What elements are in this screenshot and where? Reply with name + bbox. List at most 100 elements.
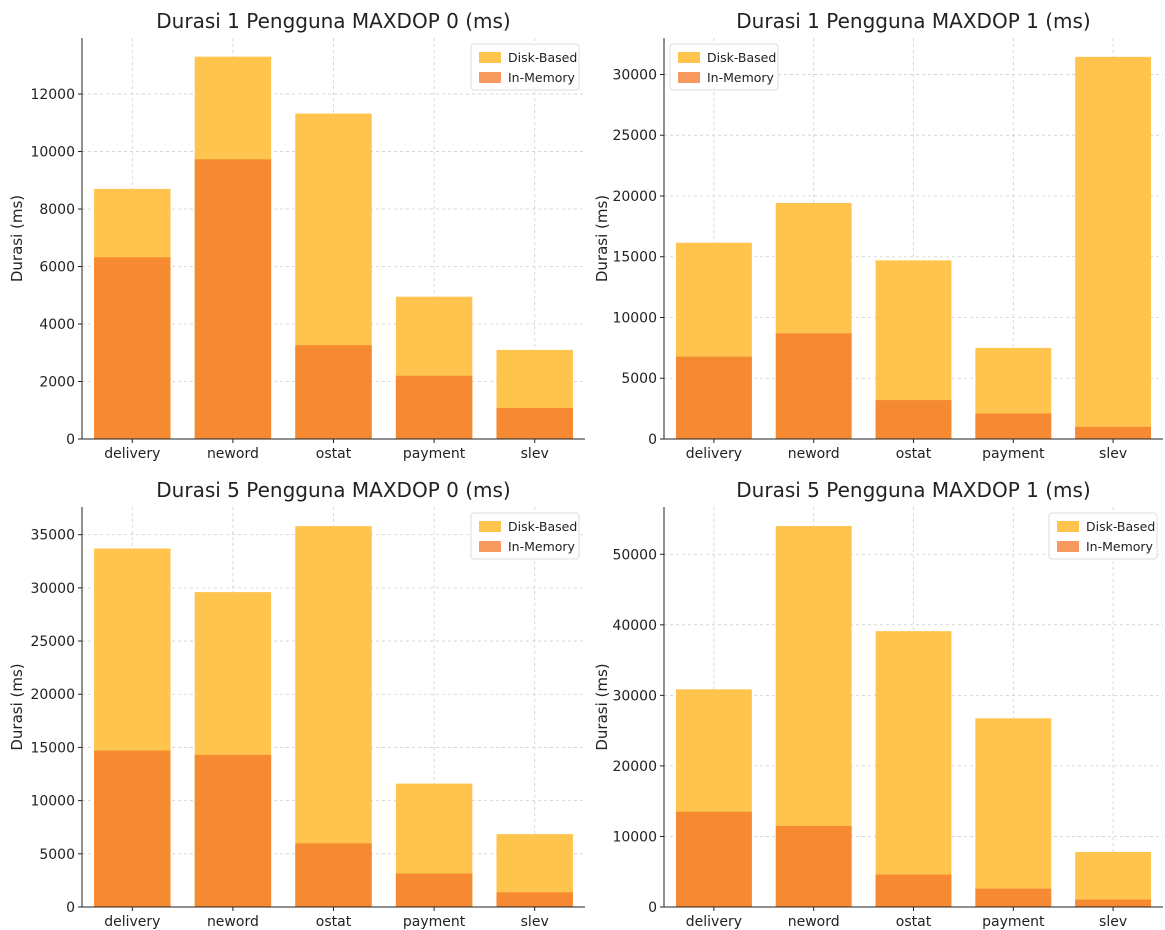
y-tick-label: 0 — [648, 900, 657, 916]
x-tick-label: ostat — [896, 446, 932, 462]
y-tick-label: 15000 — [612, 250, 657, 266]
y-tick-label: 20000 — [30, 687, 75, 703]
x-tick-label: payment — [982, 914, 1045, 930]
y-tick-label: 5000 — [39, 847, 75, 863]
legend-swatch-in-memory — [479, 72, 501, 83]
bar-disk-based-payment — [975, 718, 1052, 907]
bar-in-memory-payment — [975, 413, 1052, 439]
x-tick-label: slev — [521, 914, 549, 930]
bar-in-memory-ostat — [295, 345, 372, 439]
y-tick-label: 10000 — [30, 145, 75, 161]
x-tick-label: slev — [521, 446, 549, 462]
x-tick-label: neword — [788, 446, 840, 462]
bar-in-memory-delivery — [675, 811, 752, 907]
chart-title: Durasi 5 Pengguna MAXDOP 1 (ms) — [736, 478, 1090, 502]
legend-swatch-in-memory — [1057, 541, 1079, 552]
x-tick-label: payment — [403, 914, 466, 930]
bar-in-memory-delivery — [94, 750, 171, 907]
y-axis-label: Durasi (ms) — [593, 663, 611, 750]
chart-panel-2: Durasi 1 Pengguna MAXDOP 1 (ms) 0 5000 1000… — [593, 9, 1163, 462]
bar-in-memory-neword — [775, 825, 852, 907]
legend-label-disk-based: Disk-Based — [707, 50, 776, 65]
y-tick-label: 2000 — [39, 375, 75, 391]
bar-in-memory-neword — [194, 159, 272, 439]
x-tick-label: slev — [1099, 914, 1127, 930]
legend-label-in-memory: In-Memory — [707, 70, 775, 85]
bar-in-memory-slev — [1075, 426, 1152, 439]
bar-in-memory-payment — [975, 888, 1052, 907]
y-tick-label: 25000 — [30, 634, 75, 650]
x-tick-label: delivery — [686, 446, 742, 462]
legend-label-in-memory: In-Memory — [508, 539, 576, 554]
bar-in-memory-ostat — [875, 874, 952, 907]
y-tick-label: 10000 — [612, 310, 657, 326]
x-tick-label: ostat — [316, 446, 352, 462]
bar-disk-based-ostat — [875, 631, 952, 907]
bar-in-memory-delivery — [675, 356, 752, 439]
legend-swatch-disk-based — [479, 52, 501, 63]
x-tick-label: delivery — [686, 914, 742, 930]
y-axis-label: Durasi (ms) — [593, 195, 611, 282]
bar-in-memory-payment — [395, 873, 473, 907]
x-tick-label: ostat — [896, 914, 932, 930]
chart-title: Durasi 5 Pengguna MAXDOP 0 (ms) — [156, 478, 510, 502]
chart-panel-3: Durasi 5 Pengguna MAXDOP 0 (ms) 0 5000 1000… — [8, 478, 585, 930]
legend: Disk-Based In-Memory — [1048, 512, 1158, 560]
legend-label-in-memory: In-Memory — [1086, 539, 1154, 554]
y-tick-label: 10000 — [612, 829, 657, 845]
bar-in-memory-slev — [496, 892, 573, 907]
y-tick-label: 0 — [66, 432, 75, 448]
bar-in-memory-slev — [1075, 899, 1152, 907]
chart-title: Durasi 1 Pengguna MAXDOP 1 (ms) — [736, 9, 1090, 33]
bar-disk-based-slev — [1075, 56, 1152, 440]
x-tick-label: neword — [788, 914, 840, 930]
x-tick-label: neword — [207, 446, 259, 462]
legend: Disk-Based In-Memory — [470, 512, 580, 560]
bar-disk-based-slev — [1075, 851, 1152, 907]
chart-panel-4: Durasi 5 Pengguna MAXDOP 1 (ms) 0 10000 200… — [593, 478, 1163, 930]
x-tick-label: payment — [403, 446, 466, 462]
y-tick-label: 12000 — [30, 87, 75, 103]
y-axis-label: Durasi (ms) — [8, 195, 26, 282]
legend-label-disk-based: Disk-Based — [1086, 519, 1155, 534]
legend-swatch-disk-based — [678, 52, 700, 63]
y-tick-label: 6000 — [39, 260, 75, 276]
bar-in-memory-delivery — [94, 257, 171, 439]
chart-panel-1: Durasi 1 Pengguna MAXDOP 0 (ms) 0 2000 4000… — [8, 9, 585, 462]
y-tick-label: 8000 — [39, 202, 75, 218]
x-tick-label: neword — [207, 914, 259, 930]
y-tick-label: 4000 — [39, 317, 75, 333]
y-tick-label: 35000 — [30, 528, 75, 544]
y-tick-label: 20000 — [612, 189, 657, 205]
y-tick-label: 30000 — [30, 581, 75, 597]
bar-in-memory-slev — [496, 407, 573, 439]
y-tick-label: 50000 — [612, 547, 657, 563]
legend-swatch-disk-based — [479, 521, 501, 532]
y-tick-label: 0 — [66, 900, 75, 916]
legend-label-in-memory: In-Memory — [508, 70, 576, 85]
y-tick-label: 30000 — [612, 688, 657, 704]
y-tick-label: 15000 — [30, 740, 75, 756]
x-tick-label: payment — [982, 446, 1045, 462]
y-tick-label: 5000 — [621, 371, 657, 387]
chart-title: Durasi 1 Pengguna MAXDOP 0 (ms) — [156, 9, 510, 33]
legend: Disk-Based In-Memory — [669, 43, 779, 91]
x-tick-label: slev — [1099, 446, 1127, 462]
y-axis-label: Durasi (ms) — [8, 663, 26, 750]
y-tick-label: 40000 — [612, 618, 657, 634]
legend-label-disk-based: Disk-Based — [508, 519, 577, 534]
y-tick-label: 0 — [648, 432, 657, 448]
x-tick-label: delivery — [104, 914, 160, 930]
bar-in-memory-neword — [775, 333, 852, 439]
y-tick-label: 10000 — [30, 794, 75, 810]
bar-in-memory-ostat — [875, 400, 952, 439]
bar-in-memory-payment — [395, 375, 473, 439]
legend-swatch-in-memory — [678, 72, 700, 83]
y-tick-label: 20000 — [612, 759, 657, 775]
bar-in-memory-neword — [194, 754, 272, 907]
legend-label-disk-based: Disk-Based — [508, 50, 577, 65]
legend-swatch-disk-based — [1057, 521, 1079, 532]
bar-in-memory-ostat — [295, 843, 372, 907]
x-tick-label: delivery — [104, 446, 160, 462]
